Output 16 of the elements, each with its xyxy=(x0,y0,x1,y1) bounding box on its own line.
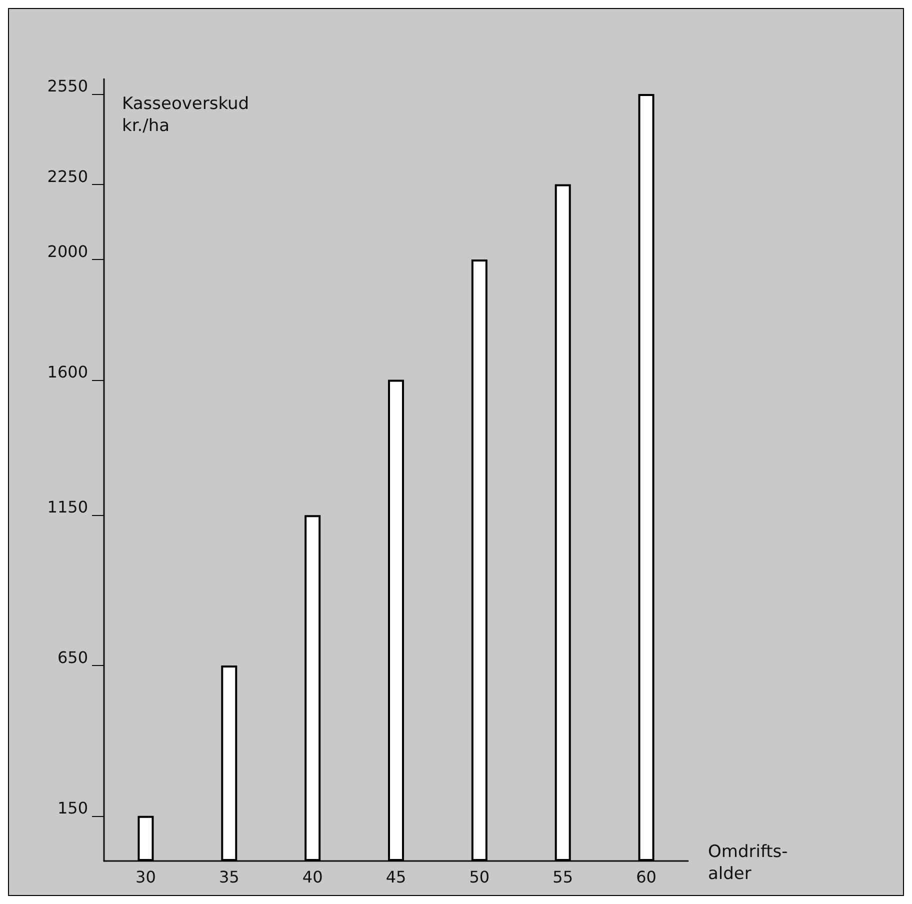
y-tick-label: 650 xyxy=(57,648,88,667)
x-tick-label: 60 xyxy=(636,868,656,886)
y-tick-label: 2550 xyxy=(47,76,88,96)
y-axis-title: Kasseoverskud kr./ha xyxy=(122,94,250,136)
y-tick-label: 2250 xyxy=(47,166,88,186)
y-tick-label: 2000 xyxy=(47,242,88,261)
y-tick-label: 150 xyxy=(57,798,88,818)
x-tick-label: 40 xyxy=(302,868,323,886)
x-tick-label: 55 xyxy=(552,868,574,886)
x-axis-title: Omdrifts- alder xyxy=(708,842,788,884)
x-tick-label: 30 xyxy=(136,868,156,886)
y-tick-label: 1600 xyxy=(47,362,88,382)
x-tick-label: 35 xyxy=(218,868,240,886)
y-tick-label: 1150 xyxy=(47,498,88,517)
x-tick-label: 50 xyxy=(469,868,490,886)
x-tick-label: 45 xyxy=(386,868,406,886)
